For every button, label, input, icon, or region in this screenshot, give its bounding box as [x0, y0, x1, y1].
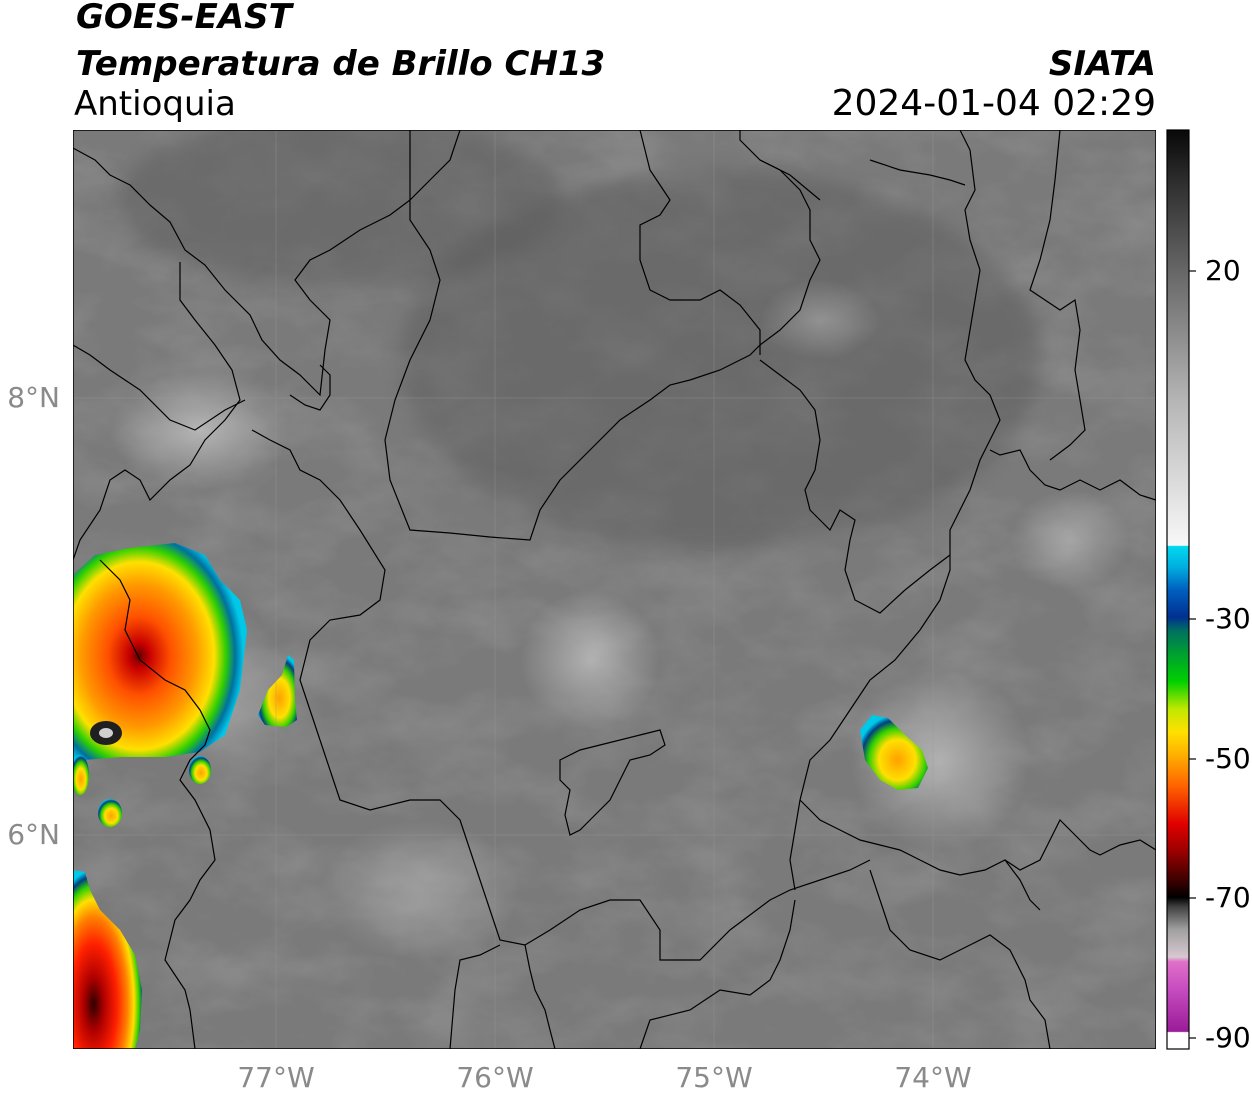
timestamp-label: 2024-01-04 02:29 [831, 83, 1156, 124]
brightness-temperature-image [73, 130, 1156, 1049]
lon-label-76w: 76°W [456, 1061, 534, 1094]
storm-cell-southwest [73, 870, 142, 1049]
colorbar-tick-minus90: -90 [1205, 1021, 1251, 1054]
lat-label-8n: 8°N [7, 381, 60, 414]
graticule [73, 130, 1156, 1049]
colorbar-tick-minus50: -50 [1205, 742, 1251, 775]
lat-label-6n: 6°N [7, 818, 60, 851]
organization-label: SIATA [1048, 44, 1156, 84]
satellite-title: GOES-EAST [76, 0, 292, 37]
colorbar-tick-minus30: -30 [1205, 602, 1251, 635]
lon-label-74w: 74°W [894, 1061, 972, 1094]
lon-label-77w: 77°W [237, 1061, 315, 1094]
lon-label-75w: 75°W [675, 1061, 753, 1094]
colorbar-ticks [1189, 270, 1196, 1039]
storm-cell-west [73, 543, 247, 760]
colorbar-tick-minus70: -70 [1205, 881, 1251, 914]
storm-cell-atrato [258, 655, 297, 727]
colorbar-tick-20: 20 [1205, 254, 1241, 287]
region-label: Antioquia [74, 84, 236, 124]
boundaries [73, 130, 1156, 1049]
colorbar [1166, 129, 1190, 1050]
storm-cell-east [860, 715, 928, 790]
product-title: Temperatura de Brillo CH13 [76, 44, 606, 84]
